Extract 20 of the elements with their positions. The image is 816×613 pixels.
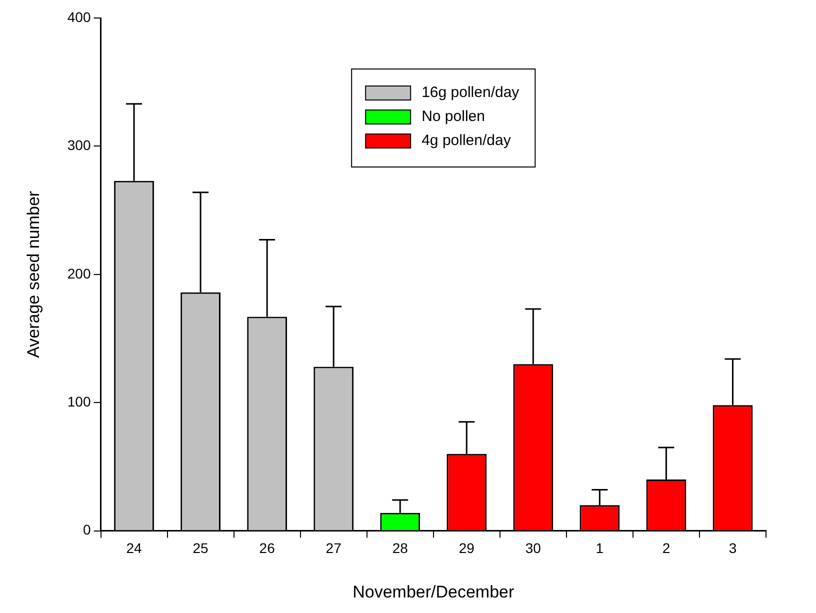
x-tick-label: 3 <box>728 540 737 556</box>
y-axis-title: Average seed number <box>24 190 43 358</box>
x-tick-label: 30 <box>525 540 542 556</box>
x-tick-label: 24 <box>126 540 142 556</box>
x-tick-label: 29 <box>458 540 475 556</box>
y-tick-label: 400 <box>67 8 91 25</box>
x-tick-label: 27 <box>326 540 342 556</box>
x-axis-title: November/December <box>352 582 514 602</box>
x-tick-label: 26 <box>259 540 276 556</box>
y-tick-label: 0 <box>82 522 91 538</box>
y-tick-label: 200 <box>67 265 91 282</box>
y-tick-label: 100 <box>67 393 91 410</box>
y-tick-label: 300 <box>67 137 91 154</box>
legend-label: 16g pollen/day <box>422 84 520 102</box>
legend-label: No pollen <box>422 108 485 126</box>
x-tick-label: 25 <box>192 540 209 556</box>
x-tick-label: 1 <box>596 540 604 556</box>
legend-label: 4g pollen/day <box>422 132 512 150</box>
x-tick-label: 28 <box>392 540 408 556</box>
x-tick-label: 2 <box>662 540 670 556</box>
